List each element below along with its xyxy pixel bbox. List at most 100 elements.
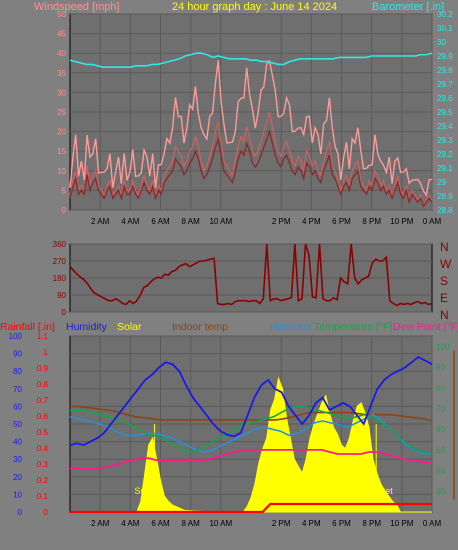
x-tick-label-top: 8 AM [182,217,201,226]
x-tick-label-top: 0 AM [423,217,442,226]
windspeed-series [69,129,433,208]
rain-tick-label: 0.5 [37,428,49,437]
legend-entry: Rainfall [.in] [0,321,55,333]
humidity-tick-label: 60 [13,402,22,411]
humidity-tick-label: 80 [13,367,22,376]
compass-label: W [440,257,452,271]
baro-tick-label: 29.8 [437,66,453,75]
winddir-tick-label: 90 [57,291,66,300]
x-tick-label-top: 6 PM [332,217,351,226]
humidity-tick-label: 100 [9,332,23,341]
wind-tick-label: 45 [57,30,66,39]
baro-tick-label: 29.4 [437,122,453,131]
temperature-series [70,405,433,455]
baro-tick-label: 29.6 [437,94,453,103]
compass-label: N [440,240,449,254]
wind-tick-label: 5 [62,186,67,195]
wind-tick-label: 15 [57,147,66,156]
wind-tick-label: 0 [62,206,67,215]
x-tick-label-top: 8 PM [362,217,381,226]
x-tick-label-bottom: 8 PM [362,519,381,528]
humidity-series [69,356,433,447]
wind-tick-label: 35 [57,69,66,78]
x-tick-label-bottom: 2 PM [272,519,291,528]
rain-tick-label: 0.1 [37,492,49,501]
x-tick-label-bottom: 10 AM [209,519,232,528]
humidity-tick-label: 70 [13,385,22,394]
x-tick-label-top: 4 PM [302,217,321,226]
humidity-tick-label: 20 [13,473,22,482]
winddir-tick-label: 270 [53,257,67,266]
winddir-series [69,243,433,307]
x-tick-label-top: 2 AM [91,217,110,226]
baro-tick-label: 30.1 [437,24,453,33]
wind-tick-label: 40 [57,49,66,58]
rain-tick-label: 0.8 [37,380,49,389]
rain-tick-label: 1.1 [37,332,49,341]
barometer-axis-title: Barometer [.in] [372,1,444,13]
x-tick-label-bottom: 4 AM [121,519,140,528]
wind-tick-label: 30 [57,88,66,97]
sunrise-label: Sun [134,486,150,496]
winddir-tick-label: 0 [62,308,67,317]
legend-entry: Dew Point [°F] [393,321,458,333]
temp-tick-label: 30 [436,487,445,496]
humidex-series [69,413,432,455]
wind-avg-series [69,111,433,207]
rain-tick-label: 0.6 [37,412,49,421]
x-tick-label-bottom: 0 AM [423,519,442,528]
compass-label: N [440,308,449,322]
rain-tick-label: 0.3 [37,460,49,469]
temp-tick-label: 60 [436,425,445,434]
x-tick-label-bottom: 2 AM [91,519,110,528]
temp-tick-label: 100 [436,342,450,351]
x-tick-label-top: 10 PM [390,217,413,226]
baro-tick-label: 30.2 [437,10,453,19]
baro-tick-label: 29 [437,178,446,187]
barometer-series [69,52,433,68]
rain-tick-label: 0.9 [37,364,49,373]
humidity-tick-label: 90 [13,350,22,359]
baro-tick-label: 29.7 [437,80,453,89]
winddir-tick-label: 180 [53,274,67,283]
wind-tick-label: 20 [57,128,66,137]
legend-entry: Humidex [270,321,312,333]
x-axis-labels: 2 AM 2 AM 4 AM 4 AM 6 AM 6 AM 8 AM 8 AM 10 AM 10 … [91,217,441,528]
rain-tick-label: 0.7 [37,396,49,405]
x-tick-label-top: 10 AM [209,217,232,226]
rain-tick-label: 0.4 [37,444,49,453]
humidity-tick-label: 50 [13,420,22,429]
wind-baro-panel: 5045403530252015105030.230.13029.929.829… [57,10,453,215]
humidity-tick-label: 30 [13,455,22,464]
rain-tick-label: 0 [44,508,49,517]
winddir-tick-label: 360 [53,240,67,249]
wind-gust-series [69,59,433,197]
legend-entry: Indoor temp [172,321,228,333]
x-tick-label-top: 4 AM [121,217,140,226]
rain-tick-label: 0.2 [37,476,49,485]
temp-tick-label: 40 [436,467,445,476]
x-tick-label-top: 2 PM [272,217,291,226]
legend-entry: Solar [117,321,142,333]
x-tick-label-top: 6 AM [151,217,170,226]
rain-tick-label: 1 [44,348,49,357]
baro-tick-label: 28.9 [437,192,453,201]
baro-tick-label: 28.8 [437,206,453,215]
baro-tick-label: 29.9 [437,52,453,61]
legend-entry: Temperature [°F] [314,321,392,333]
sunset-label: Set [379,486,393,496]
temp-tick-label: 90 [436,363,445,372]
climate-legend: Rainfall [.in] Humidity Solar Indoor temp Hu… [0,321,458,333]
wind-tick-label: 10 [57,167,66,176]
baro-tick-label: 29.5 [437,108,453,117]
baro-tick-label: 29.2 [437,150,453,159]
temp-tick-label: 50 [436,446,445,455]
x-tick-label-bottom: 4 PM [302,519,321,528]
x-tick-label-bottom: 8 AM [182,519,201,528]
wind-tick-label: 25 [57,108,66,117]
dewpoint-series [70,449,432,470]
humidity-tick-label: 40 [13,438,22,447]
compass-label: S [440,274,448,288]
